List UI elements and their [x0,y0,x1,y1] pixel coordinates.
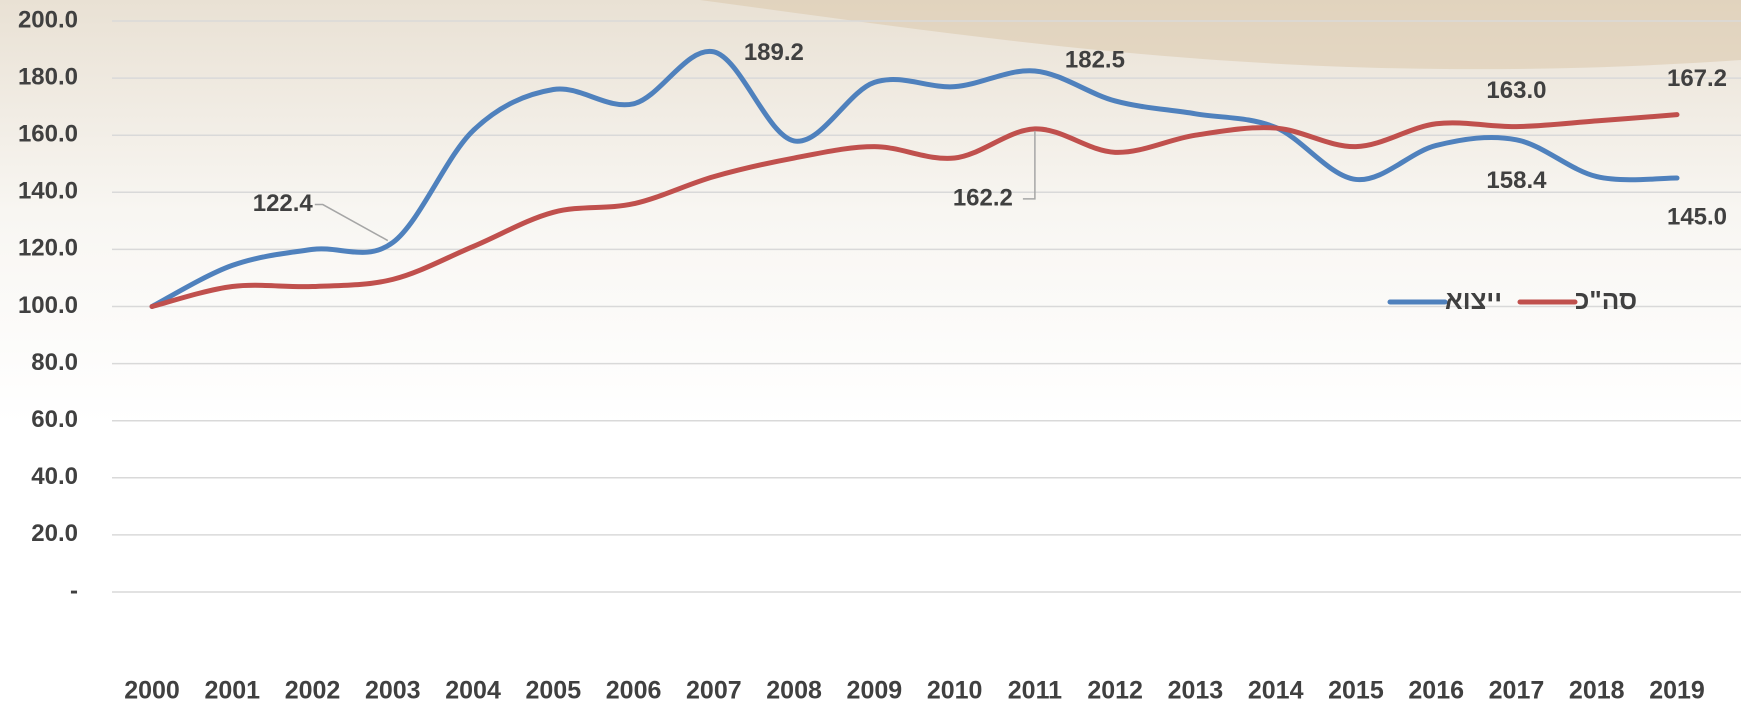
data-label: 158.4 [1486,167,1547,194]
x-tick-label: 2019 [1649,677,1705,705]
data-label: 162.2 [953,184,1013,211]
y-tick-label: 20.0 [31,520,78,547]
data-label: 163.0 [1486,77,1546,104]
y-tick-label: 40.0 [31,463,78,490]
x-tick-label: 2010 [927,677,983,705]
x-tick-label: 2015 [1328,677,1384,705]
data-label: 167.2 [1667,65,1727,92]
x-tick-label: 2016 [1408,677,1464,705]
legend-label: ייצוא [1445,285,1502,315]
y-tick-label: 60.0 [31,406,78,433]
y-tick-label: 180.0 [18,63,78,90]
data-label: 122.4 [253,190,314,217]
line-series [149,112,1680,309]
y-tick-label: 200.0 [18,6,78,33]
x-tick-label: 2017 [1489,677,1545,705]
y-tick-label: 160.0 [18,121,78,148]
y-tick-label: 140.0 [18,178,78,205]
y-tick-label: 120.0 [18,235,78,262]
x-tick-label: 2012 [1087,677,1143,705]
y-tick-label: 80.0 [31,349,78,376]
legend-label: סה"כ [1575,285,1637,315]
x-tick-label: 2005 [526,677,582,705]
x-tick-label: 2014 [1248,677,1304,705]
x-tick-label: 2007 [686,677,742,705]
x-tick-label: 2004 [445,677,501,705]
x-tick-label: 2018 [1569,677,1625,705]
data-label: 182.5 [1065,46,1125,73]
y-tick-label: 100.0 [18,292,78,319]
x-tick-label: 2008 [766,677,822,705]
x-tick-label: 2003 [365,677,421,705]
x-tick-label: 2006 [606,677,662,705]
data-label: 189.2 [744,39,804,66]
x-tick-label: 2009 [847,677,903,705]
x-tick-label: 2001 [204,677,260,705]
x-tick-label: 2013 [1168,677,1224,705]
leader-line [314,203,389,242]
leader-line [1022,130,1036,200]
x-tick-label: 2011 [1008,677,1062,705]
decoration [700,0,1741,70]
x-tick-label: 2000 [124,677,180,705]
x-tick-label: 2002 [285,677,341,705]
data-label: 145.0 [1667,203,1727,230]
line-series [149,49,1680,309]
y-tick-label: - [70,577,78,604]
